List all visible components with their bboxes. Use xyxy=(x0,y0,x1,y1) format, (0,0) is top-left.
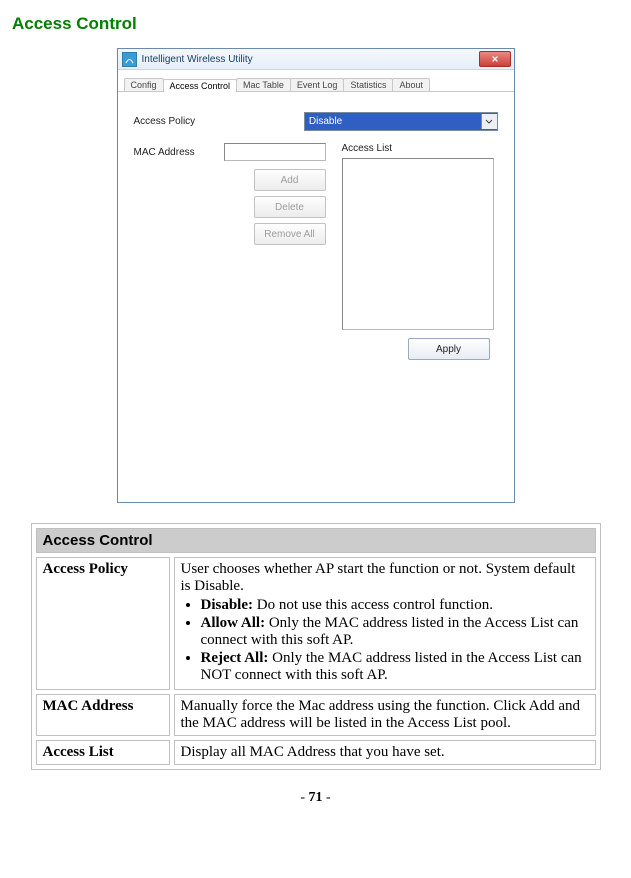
row-val-mac: Manually force the Mac address using the… xyxy=(174,694,596,736)
app-icon xyxy=(122,52,137,67)
close-button[interactable] xyxy=(479,51,511,67)
screenshot-wrapper: Intelligent Wireless Utility Config Acce… xyxy=(117,48,515,503)
window-titlebar: Intelligent Wireless Utility xyxy=(118,49,514,70)
table-row: Access Policy User chooses whether AP st… xyxy=(36,557,596,690)
add-button[interactable]: Add xyxy=(254,169,326,191)
mac-address-label: MAC Address xyxy=(134,147,224,158)
opt-disable: Disable: Do not use this access control … xyxy=(201,597,589,614)
close-icon xyxy=(491,55,499,63)
remove-all-button[interactable]: Remove All xyxy=(254,223,326,245)
table-row: Access List Display all MAC Address that… xyxy=(36,740,596,765)
policy-options-list: Disable: Do not use this access control … xyxy=(181,597,589,684)
tab-access-control[interactable]: Access Control xyxy=(163,79,238,92)
access-list-label: Access List xyxy=(342,143,494,154)
row-key-list: Access List xyxy=(36,740,170,765)
policy-intro: User chooses whether AP start the functi… xyxy=(181,561,576,594)
opt-disable-text: Do not use this access control function. xyxy=(253,597,493,613)
access-policy-select[interactable]: Disable xyxy=(304,112,498,131)
table-header: Access Control xyxy=(36,528,596,553)
opt-reject-bold: Reject All: xyxy=(201,650,269,666)
opt-allow: Allow All: Only the MAC address listed i… xyxy=(201,615,589,649)
row-val-list: Display all MAC Address that you have se… xyxy=(174,740,596,765)
page-number-value: 71 xyxy=(309,790,323,805)
mac-address-row: MAC Address xyxy=(134,143,326,161)
access-policy-label: Access Policy xyxy=(134,116,216,127)
delete-button[interactable]: Delete xyxy=(254,196,326,218)
mac-address-input[interactable] xyxy=(224,143,326,161)
access-list-box[interactable] xyxy=(342,158,494,330)
page-number-suffix: - xyxy=(323,790,331,805)
row-key-policy: Access Policy xyxy=(36,557,170,690)
opt-disable-bold: Disable: xyxy=(201,597,254,613)
page-number: - 71 - xyxy=(12,790,619,806)
description-table: Access Control Access Policy User choose… xyxy=(31,523,601,770)
row-val-policy: User chooses whether AP start the functi… xyxy=(174,557,596,690)
apply-button[interactable]: Apply xyxy=(408,338,490,360)
tab-config[interactable]: Config xyxy=(124,78,164,91)
chevron-down-icon xyxy=(485,119,493,125)
tab-strip: Config Access Control Mac Table Event Lo… xyxy=(118,70,514,92)
tab-event-log[interactable]: Event Log xyxy=(290,78,345,91)
dropdown-chevron xyxy=(481,114,497,129)
page-number-prefix: - xyxy=(300,790,308,805)
opt-allow-bold: Allow All: xyxy=(201,615,266,631)
table-row: MAC Address Manually force the Mac addre… xyxy=(36,694,596,736)
window-title: Intelligent Wireless Utility xyxy=(142,54,479,65)
access-policy-value: Disable xyxy=(309,116,342,127)
opt-reject: Reject All: Only the MAC address listed … xyxy=(201,650,589,684)
tab-about[interactable]: About xyxy=(392,78,430,91)
tab-statistics[interactable]: Statistics xyxy=(343,78,393,91)
page-title: Access Control xyxy=(12,14,619,34)
tab-mac-table[interactable]: Mac Table xyxy=(236,78,291,91)
access-policy-row: Access Policy Disable xyxy=(134,112,498,131)
app-window: Intelligent Wireless Utility Config Acce… xyxy=(117,48,515,503)
tab-body: Access Policy Disable MAC Address Add xyxy=(118,92,514,502)
row-key-mac: MAC Address xyxy=(36,694,170,736)
